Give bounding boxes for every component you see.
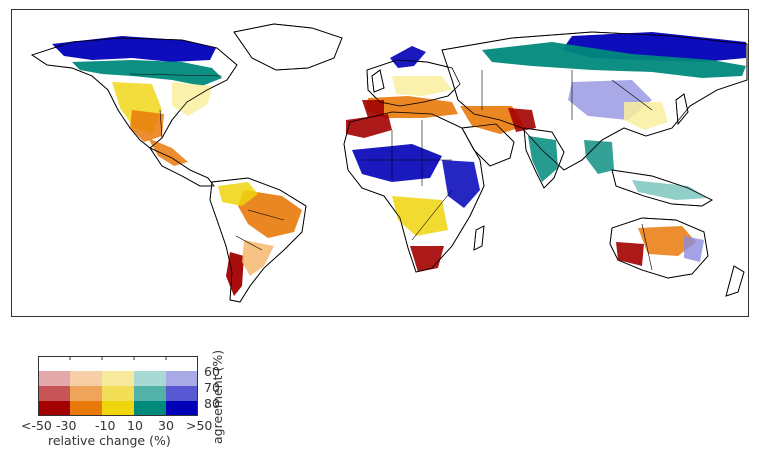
x-tick-label: -10 bbox=[95, 418, 116, 433]
legend-outline bbox=[38, 356, 198, 416]
europe-border bbox=[366, 59, 461, 107]
central-america-border bbox=[148, 147, 215, 187]
east-africa-blue-shading bbox=[442, 160, 480, 208]
world-map-svg bbox=[30, 23, 748, 303]
x-tick-label: <-50 bbox=[21, 418, 52, 433]
x-tick-label: 10 bbox=[127, 418, 143, 433]
mexico-shading bbox=[148, 138, 188, 166]
central-africa-shading bbox=[392, 196, 448, 236]
legend-cell bbox=[38, 386, 70, 401]
legend-x-title: relative change (%) bbox=[48, 433, 171, 448]
legend-cell bbox=[102, 371, 134, 386]
legend-cell bbox=[166, 371, 198, 386]
japan-border bbox=[675, 93, 689, 126]
legend-y-title: agreement (%) bbox=[210, 349, 225, 444]
legend-cell bbox=[70, 386, 102, 401]
china-east-shading bbox=[624, 102, 668, 130]
uk-border bbox=[371, 69, 385, 93]
se-asia-islands-border bbox=[611, 169, 713, 207]
south-america-border bbox=[209, 177, 307, 303]
legend-cell bbox=[102, 401, 134, 416]
legend-cell bbox=[38, 356, 70, 371]
country-border bbox=[247, 209, 285, 221]
legend-cell bbox=[134, 371, 166, 386]
middle-east-shading bbox=[460, 106, 524, 134]
arabia-border bbox=[461, 123, 515, 167]
agreement-tick-label: 80 bbox=[204, 396, 220, 411]
legend-cell bbox=[166, 401, 198, 416]
country-border bbox=[129, 73, 223, 77]
legend-cell bbox=[102, 386, 134, 401]
new-zealand-border bbox=[725, 265, 745, 297]
north-america-border bbox=[31, 37, 238, 149]
country-border bbox=[235, 235, 263, 251]
iran-afgh-shading bbox=[508, 108, 536, 132]
agreement-tick-label: 70 bbox=[204, 380, 220, 395]
legend-cell bbox=[70, 356, 102, 371]
india-monsoon-shading bbox=[528, 136, 558, 182]
agreement-tick-label: 60 bbox=[204, 364, 220, 379]
amazon-north-shading bbox=[218, 182, 258, 206]
india-border bbox=[523, 127, 565, 189]
country-border bbox=[411, 189, 453, 241]
africa-border bbox=[343, 111, 485, 273]
legend-cell bbox=[102, 356, 134, 371]
legend-cell bbox=[70, 371, 102, 386]
brazil-shading bbox=[238, 190, 302, 238]
legend-cell bbox=[70, 401, 102, 416]
greenland-border bbox=[233, 23, 343, 71]
chile-shading bbox=[226, 252, 244, 296]
legend-cell bbox=[38, 371, 70, 386]
russia-mid-shading bbox=[482, 42, 746, 78]
legend-grid bbox=[37, 356, 199, 416]
central-europe-shading bbox=[392, 76, 452, 96]
argentina-shading bbox=[242, 240, 274, 276]
australia-sw-shading bbox=[616, 242, 644, 266]
x-tick-label: 30 bbox=[158, 418, 174, 433]
legend-cell bbox=[134, 356, 166, 371]
asia-border bbox=[441, 31, 748, 171]
legend-cell bbox=[166, 386, 198, 401]
australia-border bbox=[609, 217, 709, 279]
usa-southwest-shading bbox=[130, 110, 164, 142]
x-tick-label: -30 bbox=[56, 418, 77, 433]
x-tick-label: >50 bbox=[186, 418, 213, 433]
sahel-blue-shading bbox=[352, 144, 442, 182]
country-border bbox=[159, 109, 163, 139]
country-border bbox=[641, 223, 653, 271]
se-asia-shading bbox=[584, 140, 614, 174]
legend-cell bbox=[166, 356, 198, 371]
canada-south-shading bbox=[72, 60, 222, 86]
greenland-landmass bbox=[233, 23, 343, 71]
madagascar-border bbox=[473, 225, 485, 251]
legend-cell bbox=[134, 401, 166, 416]
australia-east-shading bbox=[684, 236, 704, 262]
iberia-shading bbox=[362, 100, 384, 118]
legend bbox=[37, 356, 199, 416]
world-map bbox=[11, 9, 749, 317]
canada-arctic-shading bbox=[52, 36, 216, 62]
scandinavia-shading bbox=[390, 46, 426, 68]
legend-cell bbox=[134, 386, 166, 401]
country-border bbox=[611, 79, 653, 111]
legend-cell bbox=[38, 401, 70, 416]
australia-inland-shading bbox=[638, 226, 696, 256]
indonesia-shading bbox=[632, 180, 708, 200]
southern-africa-shading bbox=[410, 246, 444, 272]
